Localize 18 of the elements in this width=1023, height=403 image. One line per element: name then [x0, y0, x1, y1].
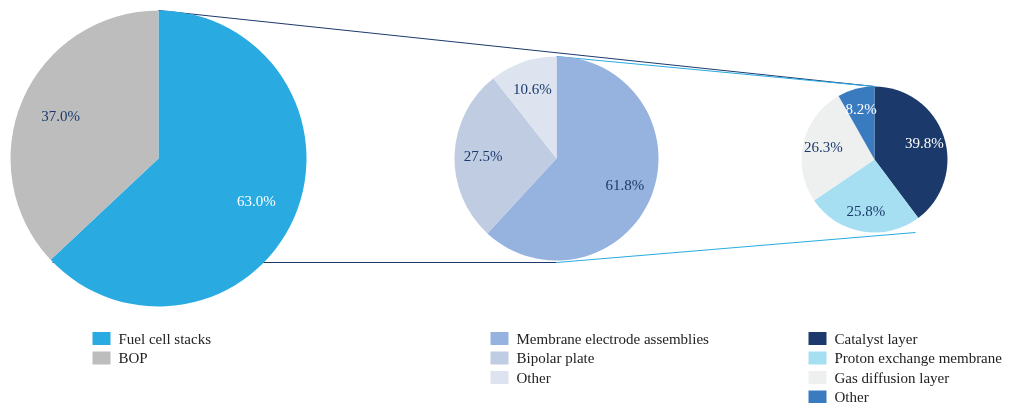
legend-label: Other: [516, 369, 551, 386]
data-label: 61.8%: [605, 177, 645, 194]
data-label: 63.0%: [236, 192, 276, 209]
legend-label: BOP: [118, 350, 148, 366]
data-label: 39.8%: [904, 134, 944, 151]
legend-label: Proton exchange membrane: [834, 350, 1003, 366]
legend-label: Fuel cell stacks: [118, 330, 212, 347]
data-label: 37.0%: [41, 108, 81, 125]
data-label: 10.6%: [513, 81, 552, 98]
data-label: 27.5%: [463, 147, 503, 164]
data-label: 26.3%: [803, 139, 843, 156]
legend-label: Membrane electrode assemblies: [516, 330, 710, 347]
legend-label: Bipolar plate: [516, 350, 595, 366]
data-label: 25.8%: [846, 203, 886, 220]
legend-label: Other: [834, 389, 869, 403]
legend-label: Catalyst layer: [834, 330, 918, 347]
data-label: 8.2%: [845, 100, 877, 117]
legend-label: Gas diffusion layer: [834, 369, 950, 386]
